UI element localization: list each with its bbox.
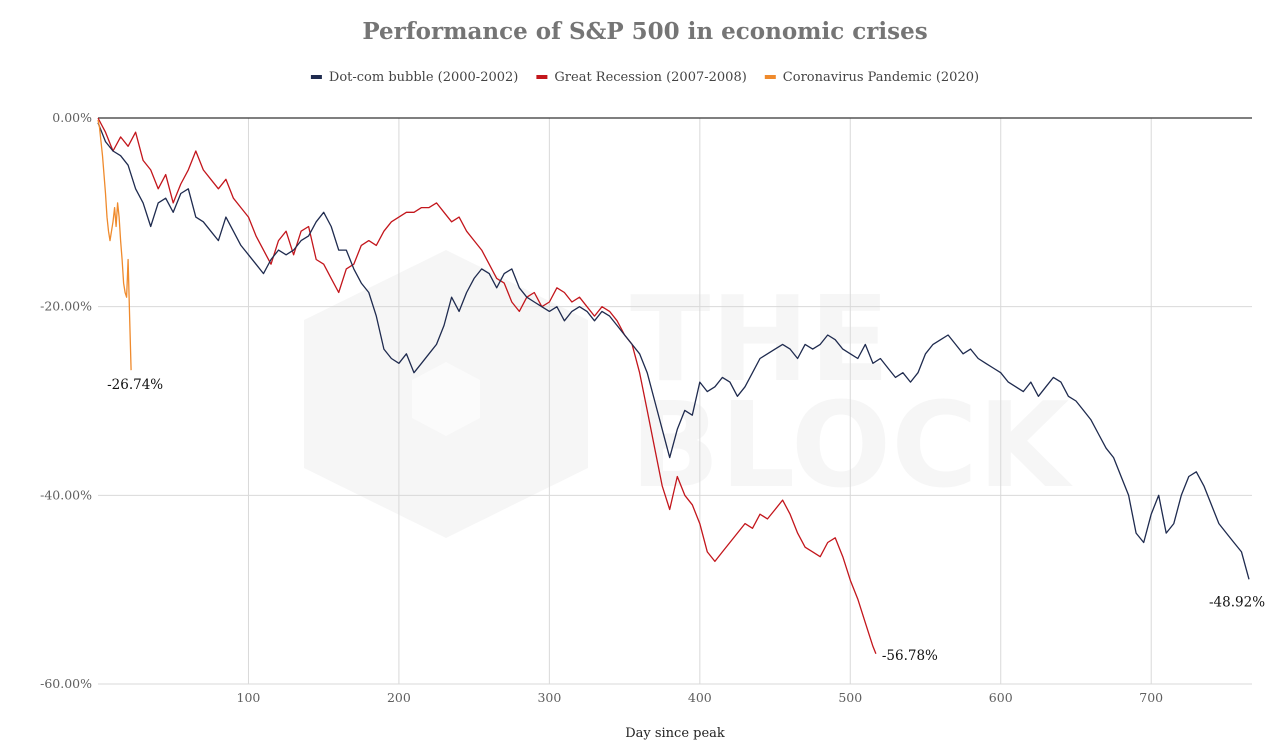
- y-tick-label-2: -40.00%: [40, 487, 92, 502]
- legend-label-2: Coronavirus Pandemic (2020): [783, 70, 979, 85]
- x-tick-label-6: 700: [1139, 690, 1163, 705]
- legend-item-1: Great Recession (2007-2008): [536, 70, 747, 85]
- x-tick-label-1: 200: [387, 690, 411, 705]
- x-tick-label-3: 400: [688, 690, 712, 705]
- end-label-1: -56.78%: [882, 648, 938, 664]
- grid: [98, 117, 1252, 685]
- watermark-logo: THE BLOCK: [412, 362, 480, 436]
- legend-swatch-1: [536, 75, 548, 79]
- legend-swatch-2: [764, 75, 776, 79]
- legend-label-1: Great Recession (2007-2008): [554, 70, 746, 85]
- chart-title: Performance of S&P 500 in economic crise…: [362, 18, 927, 45]
- x-tick-label-4: 500: [838, 690, 862, 705]
- series-line-1: [97, 117, 877, 655]
- end-label-2: -26.74%: [107, 377, 163, 393]
- x-tick-label-2: 300: [537, 690, 561, 705]
- series-lines: [97, 117, 1250, 655]
- x-axis-ticks: 100 200 300 400 500 600 700: [237, 690, 1164, 705]
- y-tick-label-1: -20.00%: [40, 299, 92, 314]
- series-line-0: [97, 122, 1250, 580]
- end-label-0: -48.92%: [1209, 594, 1265, 610]
- legend-item-2: Coronavirus Pandemic (2020): [764, 70, 979, 85]
- legend: Dot-com bubble (2000-2002) Great Recessio…: [310, 70, 979, 85]
- legend-item-0: Dot-com bubble (2000-2002): [310, 70, 518, 85]
- y-tick-label-3: -60.00%: [40, 676, 92, 691]
- x-tick-label-0: 100: [237, 690, 261, 705]
- y-tick-label-0: 0.00%: [52, 110, 92, 125]
- series-line-2: [97, 119, 132, 371]
- legend-swatch-0: [310, 75, 322, 79]
- legend-label-0: Dot-com bubble (2000-2002): [329, 70, 518, 85]
- end-labels: -48.92% -56.78% -26.74%: [107, 377, 1265, 664]
- y-axis-ticks: 0.00% -20.00% -40.00% -60.00%: [40, 110, 92, 691]
- watermark-hexagon-inner: [412, 362, 480, 436]
- x-axis-label: Day since peak: [625, 726, 725, 741]
- x-tick-label-5: 600: [989, 690, 1013, 705]
